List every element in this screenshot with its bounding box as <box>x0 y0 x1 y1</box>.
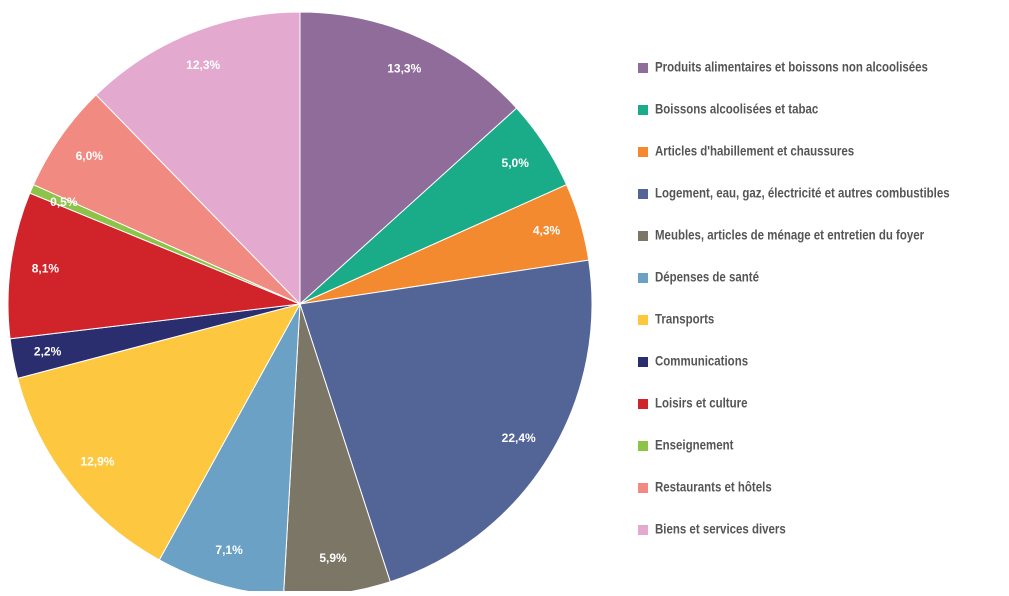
value-label: 5,9% <box>319 551 347 565</box>
legend-swatch <box>637 63 648 73</box>
legend-swatch <box>637 399 648 409</box>
legend-label: Dépenses de santé <box>655 269 759 285</box>
legend-label: Enseignement <box>655 437 734 453</box>
value-label: 0,5% <box>50 195 78 209</box>
pie-slice <box>299 259 593 583</box>
pie-slice <box>95 11 301 306</box>
legend-swatch <box>637 525 648 535</box>
legend-swatch <box>637 105 648 115</box>
legend-label: Biens et services divers <box>655 521 786 537</box>
legend-swatch <box>637 483 648 493</box>
legend-label: Transports <box>655 311 714 327</box>
legend-swatch <box>637 189 648 199</box>
legend-label: Meubles, articles de ménage et entretien… <box>655 227 924 243</box>
legend-swatch <box>637 315 648 325</box>
value-label: 12,3% <box>186 58 220 72</box>
legend-label: Restaurants et hôtels <box>655 479 772 495</box>
value-label: 6,0% <box>76 149 104 163</box>
value-label: 2,2% <box>34 344 62 358</box>
legend-label: Produits alimentaires et boissons non al… <box>655 59 928 75</box>
legend-swatch <box>637 357 648 367</box>
value-label: 8,1% <box>32 262 60 276</box>
value-label: 13,3% <box>387 61 421 75</box>
pie-slice <box>299 11 518 306</box>
legend-label: Boissons alcoolisées et tabac <box>655 101 818 117</box>
legend-swatch <box>637 441 648 451</box>
value-label: 7,1% <box>215 543 243 557</box>
pie-slice <box>17 303 301 561</box>
legend: Produits alimentaires et boissons non al… <box>637 59 950 537</box>
legend-label: Articles d'habillement et chaussures <box>655 143 854 159</box>
pie-slice <box>7 192 302 340</box>
legend-swatch <box>637 147 648 157</box>
value-label: 22,4% <box>502 431 536 445</box>
value-label: 12,9% <box>80 454 114 468</box>
value-label: 4,3% <box>533 224 561 238</box>
legend-label: Loisirs et culture <box>655 395 747 411</box>
legend-label: Logement, eau, gaz, électricité et autre… <box>655 185 950 201</box>
legend-label: Communications <box>655 353 748 369</box>
legend-swatch <box>637 273 648 283</box>
legend-swatch <box>637 231 648 241</box>
value-label: 5,0% <box>502 156 530 170</box>
